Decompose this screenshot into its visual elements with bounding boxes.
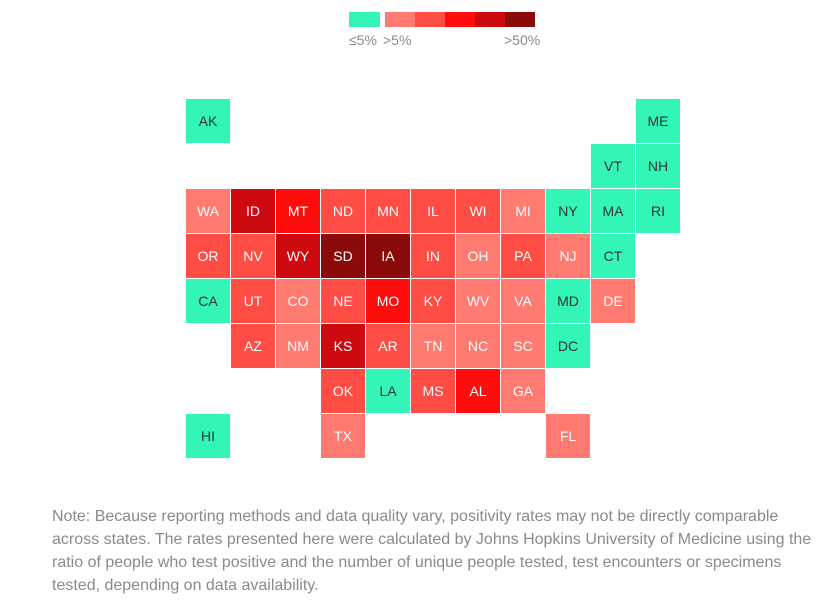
state-tile-ok[interactable]: OK <box>321 369 365 413</box>
state-tile-ia[interactable]: IA <box>366 234 410 278</box>
state-tile-mt[interactable]: MT <box>276 189 320 233</box>
state-tile-ms[interactable]: MS <box>411 369 455 413</box>
footnote: Note: Because reporting methods and data… <box>52 508 812 594</box>
legend-swatch-5 <box>505 12 535 27</box>
state-tile-pa[interactable]: PA <box>501 234 545 278</box>
state-tile-ak[interactable]: AK <box>186 99 230 143</box>
tile-map: AK ME VT NH WA ID MT ND MN IL WI MI NY MA RI OR NV WY SD IA… <box>186 99 686 469</box>
state-tile-nj[interactable]: NJ <box>546 234 590 278</box>
state-tile-wa[interactable]: WA <box>186 189 230 233</box>
state-tile-nd[interactable]: ND <box>321 189 365 233</box>
state-tile-hi[interactable]: HI <box>186 414 230 458</box>
state-tile-md[interactable]: MD <box>546 279 590 323</box>
state-tile-wy[interactable]: WY <box>276 234 320 278</box>
state-tile-me[interactable]: ME <box>636 99 680 143</box>
state-tile-wi[interactable]: WI <box>456 189 500 233</box>
legend-swatch-2 <box>415 12 445 27</box>
state-tile-sd[interactable]: SD <box>321 234 365 278</box>
state-tile-vt[interactable]: VT <box>591 144 635 188</box>
state-tile-de[interactable]: DE <box>591 279 635 323</box>
state-tile-ny[interactable]: NY <box>546 189 590 233</box>
state-tile-mi[interactable]: MI <box>501 189 545 233</box>
state-tile-nm[interactable]: NM <box>276 324 320 368</box>
state-tile-tn[interactable]: TN <box>411 324 455 368</box>
state-tile-ne[interactable]: NE <box>321 279 365 323</box>
legend-swatch-4 <box>475 12 505 27</box>
legend-label-mid: >5% <box>383 32 412 48</box>
state-tile-sc[interactable]: SC <box>501 324 545 368</box>
state-tile-nv[interactable]: NV <box>231 234 275 278</box>
state-tile-ca[interactable]: CA <box>186 279 230 323</box>
legend-swatch-1 <box>385 12 415 27</box>
state-tile-wv[interactable]: WV <box>456 279 500 323</box>
state-tile-ar[interactable]: AR <box>366 324 410 368</box>
state-tile-tx[interactable]: TX <box>321 414 365 458</box>
state-tile-il[interactable]: IL <box>411 189 455 233</box>
state-tile-fl[interactable]: FL <box>546 414 590 458</box>
state-tile-nc[interactable]: NC <box>456 324 500 368</box>
state-tile-mo[interactable]: MO <box>366 279 410 323</box>
legend-label-low: ≤5% <box>349 32 377 48</box>
state-tile-oh[interactable]: OH <box>456 234 500 278</box>
state-tile-or[interactable]: OR <box>186 234 230 278</box>
state-tile-al[interactable]: AL <box>456 369 500 413</box>
legend-swatch-3 <box>445 12 475 27</box>
state-tile-mn[interactable]: MN <box>366 189 410 233</box>
state-tile-la[interactable]: LA <box>366 369 410 413</box>
state-tile-ri[interactable]: RI <box>636 189 680 233</box>
state-tile-nh[interactable]: NH <box>636 144 680 188</box>
state-tile-az[interactable]: AZ <box>231 324 275 368</box>
state-tile-co[interactable]: CO <box>276 279 320 323</box>
legend-label-high: >50% <box>504 32 541 48</box>
state-tile-ky[interactable]: KY <box>411 279 455 323</box>
state-tile-id[interactable]: ID <box>231 189 275 233</box>
state-tile-ma[interactable]: MA <box>591 189 635 233</box>
state-tile-in[interactable]: IN <box>411 234 455 278</box>
state-tile-va[interactable]: VA <box>501 279 545 323</box>
legend-swatch-low <box>349 12 380 27</box>
state-tile-ut[interactable]: UT <box>231 279 275 323</box>
state-tile-ks[interactable]: KS <box>321 324 365 368</box>
state-tile-dc[interactable]: DC <box>546 324 590 368</box>
state-tile-ct[interactable]: CT <box>591 234 635 278</box>
legend: ≤5% >5% >50% <box>349 12 549 52</box>
state-tile-ga[interactable]: GA <box>501 369 545 413</box>
